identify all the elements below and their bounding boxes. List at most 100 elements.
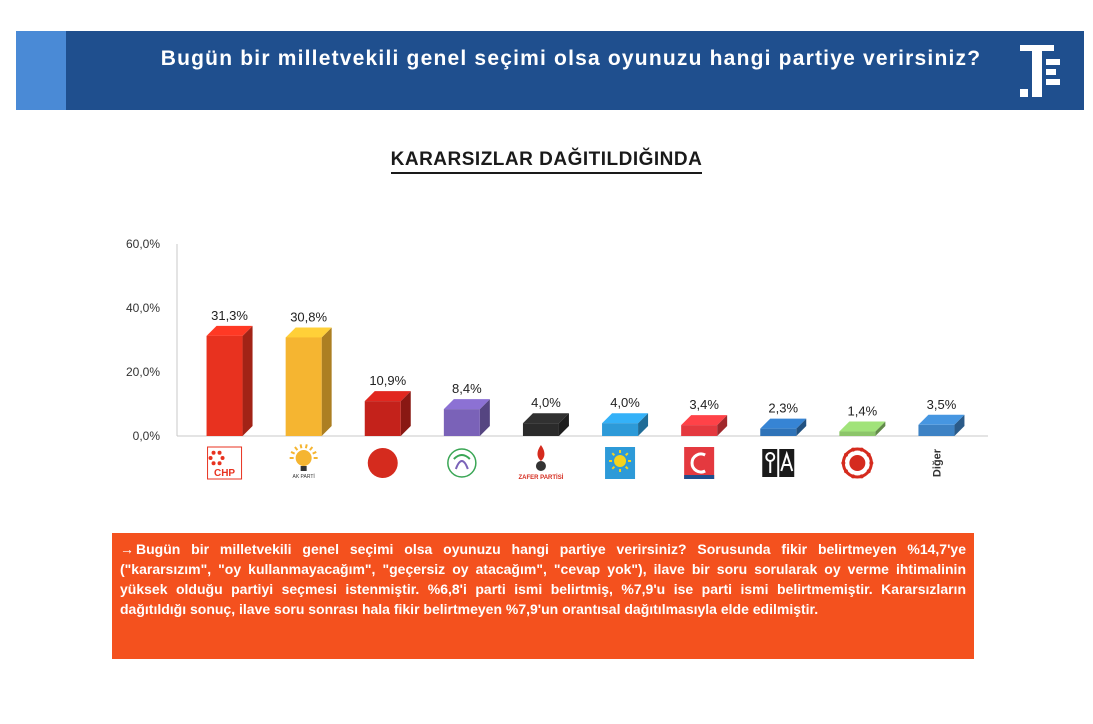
bar-top bbox=[681, 415, 728, 426]
yesil-sol-logo-icon bbox=[447, 448, 477, 478]
mhp-logo-icon bbox=[367, 448, 398, 478]
tip-gear-tooth bbox=[851, 474, 856, 479]
bar-top bbox=[760, 418, 807, 429]
bar-side bbox=[717, 415, 728, 436]
data-label: 10,9% bbox=[369, 373, 406, 388]
iyi-sun-ray bbox=[624, 452, 629, 457]
y-tick-label: 0,0% bbox=[133, 429, 161, 443]
party-logo-9 bbox=[841, 447, 874, 479]
y-tick-label: 60,0% bbox=[126, 237, 160, 251]
zafer-logo-text: ZAFER PARTİSİ bbox=[519, 474, 564, 481]
bar-side bbox=[400, 391, 411, 436]
akp-bulb-icon bbox=[295, 450, 312, 466]
info-note: → Bugün bir milletvekili genel seçimi ols… bbox=[112, 533, 974, 659]
bar-side bbox=[875, 421, 886, 436]
party-logo-2: AK PARTİ bbox=[289, 444, 318, 480]
party-logo-6 bbox=[605, 447, 636, 479]
bar-front bbox=[760, 428, 797, 436]
bar-side bbox=[242, 325, 253, 436]
akp-ray bbox=[299, 444, 303, 449]
bar-top bbox=[206, 325, 253, 336]
header-bar: Bugün bir milletvekili genel seçimi olsa… bbox=[16, 31, 1084, 110]
bar-front bbox=[918, 424, 955, 436]
bar-front bbox=[681, 425, 718, 436]
data-label: 4,0% bbox=[610, 395, 640, 410]
iyi-sun-icon bbox=[614, 455, 627, 467]
akp-logo-text: AK PARTİ bbox=[292, 473, 314, 480]
chart-subtitle: KARARSIZLAR DAĞITILDIĞINDA bbox=[0, 149, 1093, 174]
data-label: 30,8% bbox=[290, 309, 327, 324]
bar-7 bbox=[681, 415, 728, 436]
chp-arrow-icon bbox=[208, 456, 213, 460]
bar-4 bbox=[443, 399, 490, 436]
party-logo-10: Diğer bbox=[931, 448, 943, 477]
chp-arrow-icon bbox=[211, 461, 216, 466]
tip-gear-tooth bbox=[866, 469, 871, 474]
bar-side bbox=[954, 414, 965, 436]
y-tick-label: 20,0% bbox=[126, 365, 160, 379]
arrow-icon: → bbox=[120, 541, 134, 557]
tip-gear-tooth bbox=[844, 452, 849, 457]
anahtar-a-letter bbox=[780, 450, 794, 472]
party-logo-3 bbox=[367, 448, 398, 478]
bar-side bbox=[558, 413, 569, 436]
chart-title: KARARSIZLAR DAĞITILDIĞINDA bbox=[390, 149, 703, 174]
data-label: 31,3% bbox=[211, 308, 248, 323]
bar-10 bbox=[918, 414, 965, 436]
data-label: 3,4% bbox=[689, 397, 719, 412]
chp-arrow-icon bbox=[217, 450, 222, 455]
bar-top bbox=[364, 391, 411, 402]
tip-gear-tooth bbox=[859, 474, 864, 479]
iyi-sun-ray bbox=[624, 465, 629, 470]
yesil-sol-arc bbox=[453, 454, 471, 460]
bar-6 bbox=[602, 413, 649, 436]
yesil-sol-leaf bbox=[454, 460, 469, 470]
bar-top bbox=[443, 399, 490, 410]
akp-ray bbox=[294, 446, 299, 451]
iyi-sun-ray bbox=[611, 465, 616, 470]
bar-side bbox=[479, 399, 490, 436]
party-logo-5: ZAFER PARTİSİ bbox=[519, 445, 564, 481]
bar-top bbox=[839, 421, 886, 432]
tip-inner-icon bbox=[849, 455, 866, 471]
bar-top bbox=[918, 414, 965, 425]
bar-front bbox=[364, 401, 401, 436]
note-text: Bugün bir milletvekili genel seçimi olsa… bbox=[120, 541, 966, 617]
other-category-label: Diğer bbox=[931, 448, 943, 477]
akp-ray bbox=[304, 444, 308, 449]
data-label: 4,0% bbox=[531, 395, 561, 410]
bar-front bbox=[522, 423, 559, 436]
page-title: Bugün bir milletvekili genel seçimi olsa… bbox=[160, 47, 982, 70]
zafer-flame-icon bbox=[537, 445, 545, 461]
bar-front bbox=[206, 335, 243, 436]
bar-3 bbox=[364, 391, 411, 436]
chp-arrow-icon bbox=[220, 456, 225, 460]
header-accent bbox=[16, 31, 66, 110]
party-logo-4 bbox=[447, 448, 477, 478]
party-logo-1: CHP bbox=[207, 446, 243, 480]
yeniden-refah-logo-icon bbox=[684, 447, 715, 479]
akp-bulb-base bbox=[300, 466, 307, 471]
bar-chart: 0,0% 20,0% 40,0% 60,0% 31,3% CHP 30,8% AK PARTİ… bbox=[126, 237, 988, 481]
data-label: 2,3% bbox=[768, 401, 798, 416]
y-tick-label: 40,0% bbox=[126, 301, 160, 315]
bar-9 bbox=[839, 421, 886, 436]
anahtar-a-box bbox=[779, 449, 795, 477]
bar-top bbox=[522, 413, 569, 424]
bar-front bbox=[285, 337, 322, 436]
akp-ray bbox=[312, 451, 317, 455]
data-label: 1,4% bbox=[848, 404, 878, 419]
chp-arrow-icon bbox=[211, 450, 216, 455]
bar-side bbox=[796, 418, 807, 436]
bar-2 bbox=[285, 327, 332, 436]
chp-logo-text: CHP bbox=[214, 468, 235, 479]
bar-5 bbox=[522, 413, 569, 436]
tip-gear-tooth bbox=[851, 447, 856, 452]
iyi-sun-ray bbox=[611, 452, 616, 457]
bar-top bbox=[602, 413, 649, 424]
bar-1 bbox=[206, 325, 253, 436]
brand-logo-icon bbox=[1020, 45, 1060, 97]
tip-gear-tooth bbox=[869, 461, 874, 465]
party-logo-8 bbox=[762, 449, 795, 477]
party-logo-7 bbox=[684, 447, 715, 479]
